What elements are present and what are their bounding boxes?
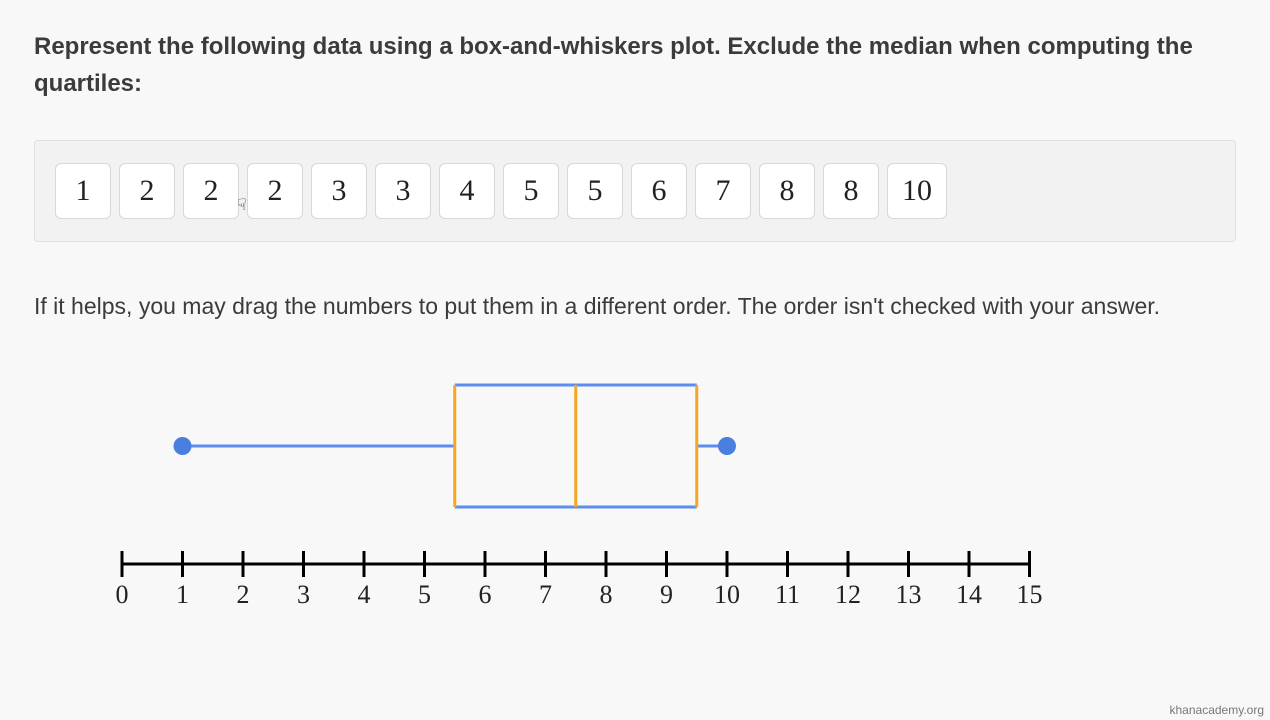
data-chip[interactable]: 2	[247, 163, 303, 219]
data-chip[interactable]: 5	[567, 163, 623, 219]
axis-label: 2	[237, 580, 250, 609]
min-handle[interactable]	[174, 437, 192, 455]
data-chip[interactable]: 8	[759, 163, 815, 219]
max-handle[interactable]	[718, 437, 736, 455]
question-text: Represent the following data using a box…	[34, 28, 1236, 102]
data-chip[interactable]: 2	[183, 163, 239, 219]
axis-label: 0	[116, 580, 129, 609]
axis-label: 15	[1017, 580, 1043, 609]
axis-label: 5	[418, 580, 431, 609]
data-panel: 122233455678810	[34, 140, 1236, 242]
data-chip[interactable]: 3	[375, 163, 431, 219]
boxplot-container: 0123456789101112131415	[34, 355, 1236, 660]
axis-label: 3	[297, 580, 310, 609]
axis-label: 9	[660, 580, 673, 609]
data-chip[interactable]: 3	[311, 163, 367, 219]
data-chip[interactable]: 2	[119, 163, 175, 219]
axis-label: 1	[176, 580, 189, 609]
data-chip[interactable]: 7	[695, 163, 751, 219]
data-chip[interactable]: 10	[887, 163, 947, 219]
hint-text: If it helps, you may drag the numbers to…	[34, 288, 1236, 325]
axis-label: 14	[956, 580, 982, 609]
axis-label: 13	[896, 580, 922, 609]
axis-label: 7	[539, 580, 552, 609]
data-chip[interactable]: 5	[503, 163, 559, 219]
boxplot-svg[interactable]: 0123456789101112131415	[62, 355, 1062, 655]
data-chip[interactable]: 4	[439, 163, 495, 219]
data-chip[interactable]: 8	[823, 163, 879, 219]
data-chips-row: 122233455678810	[55, 163, 1215, 219]
axis-label: 10	[714, 580, 740, 609]
data-chip[interactable]: 6	[631, 163, 687, 219]
axis-label: 11	[775, 580, 800, 609]
data-chip[interactable]: 1	[55, 163, 111, 219]
watermark: khanacademy.org	[1170, 703, 1265, 717]
axis-label: 4	[358, 580, 371, 609]
axis-label: 8	[600, 580, 613, 609]
axis-label: 12	[835, 580, 861, 609]
axis-label: 6	[479, 580, 492, 609]
